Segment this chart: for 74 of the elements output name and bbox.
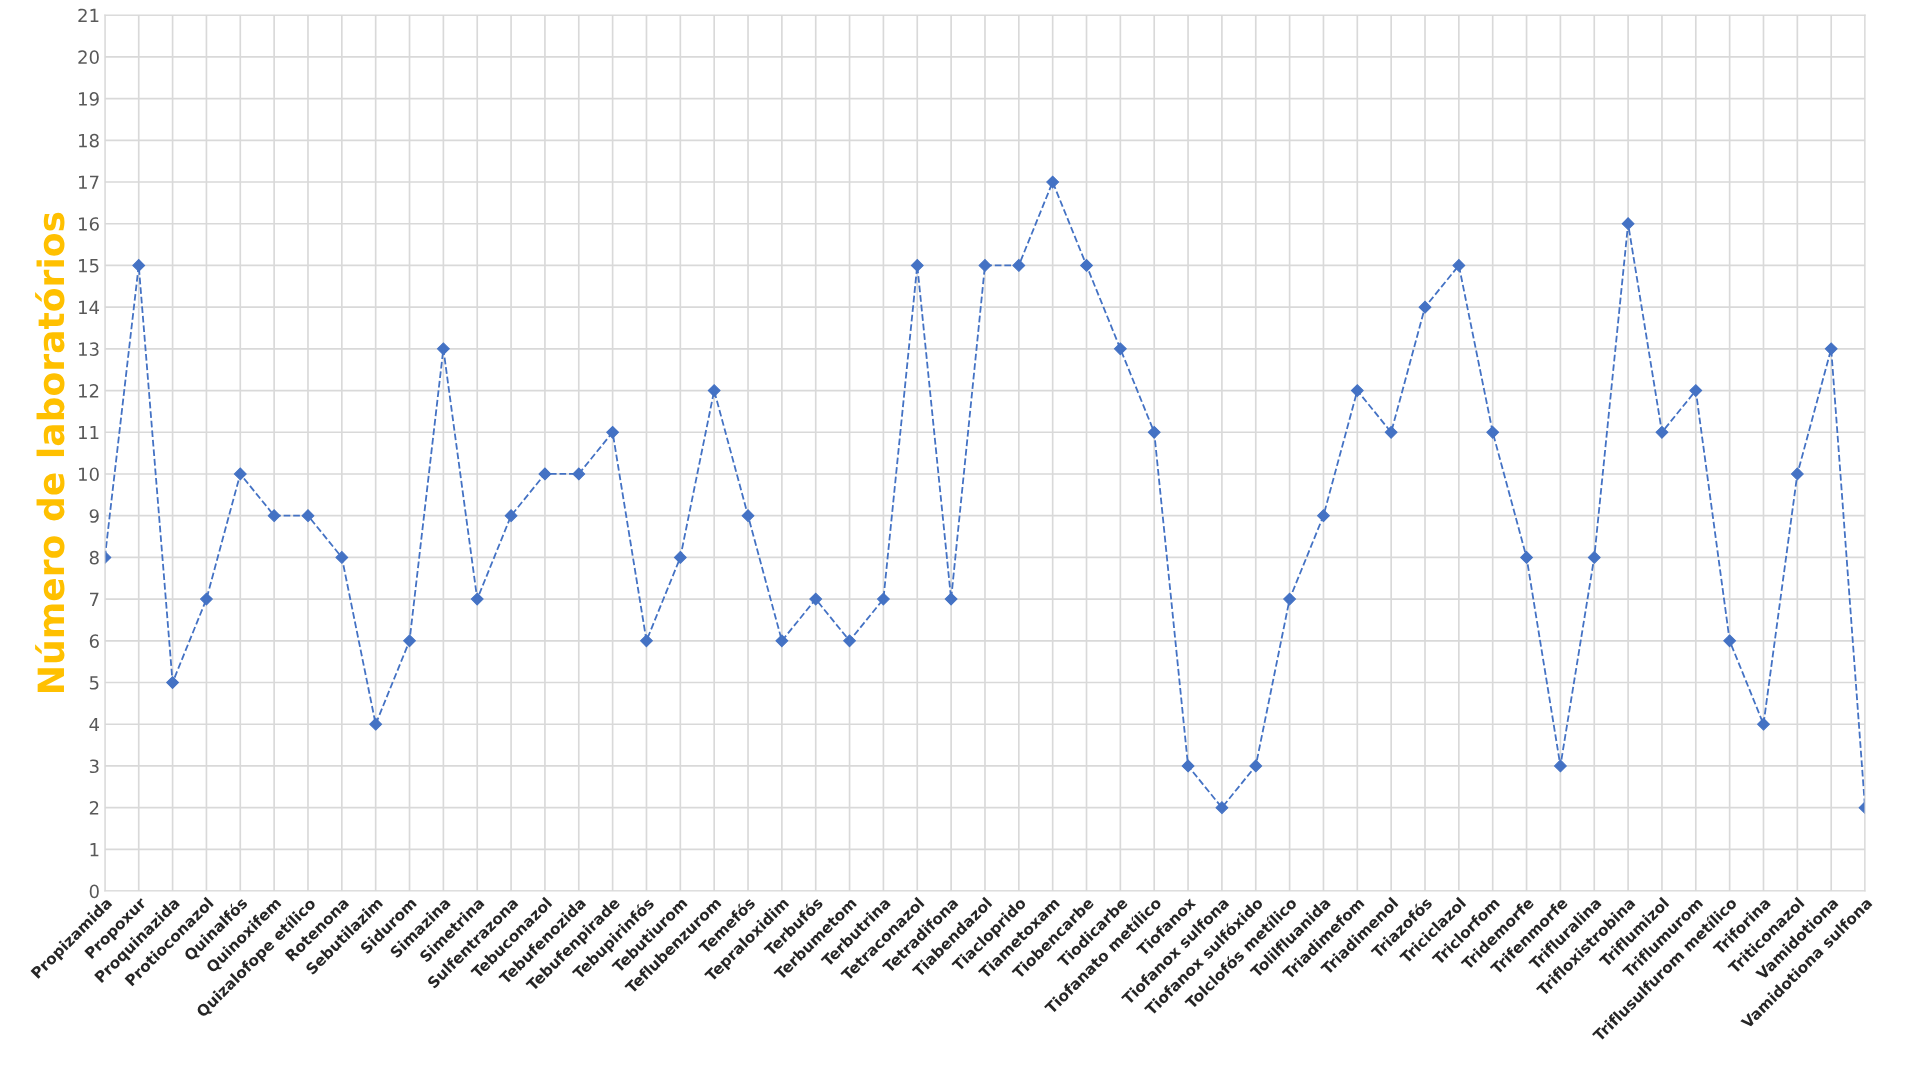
y-tick-label: 8 (89, 550, 99, 565)
point (673, 550, 687, 564)
point (877, 592, 890, 606)
point (369, 717, 383, 731)
point (707, 384, 721, 397)
y-tick-label: 10 (79, 467, 99, 482)
point (1147, 425, 1161, 439)
point (640, 634, 653, 648)
y-tick-label: 3 (89, 759, 99, 774)
point (1350, 384, 1364, 397)
point (470, 592, 484, 606)
point (775, 634, 789, 648)
point (1012, 259, 1026, 272)
y-tick-label: 9 (89, 509, 99, 523)
y-tick-label: 15 (79, 259, 99, 273)
y-tick-label: 4 (89, 717, 100, 732)
point (1723, 634, 1737, 648)
y-tick-label: 5 (89, 676, 99, 690)
point (1215, 801, 1229, 815)
point (403, 634, 416, 648)
y-tick-label: 2 (89, 801, 99, 815)
y-tick-label: 13 (79, 342, 99, 356)
point (1486, 425, 1500, 439)
point (1249, 759, 1263, 773)
point (1587, 550, 1601, 564)
point (1790, 467, 1804, 481)
point (132, 259, 146, 272)
point (1046, 175, 1060, 189)
y-tick-label: 18 (79, 133, 99, 148)
y-tick-label: 14 (79, 300, 100, 314)
point (1621, 217, 1635, 231)
y-tick-label: 11 (79, 425, 99, 440)
y-tick-label: 12 (79, 384, 99, 398)
point (1689, 384, 1703, 397)
y-tick-label: 17 (79, 175, 99, 189)
y-tick-label: 1 (90, 843, 99, 857)
point (944, 592, 958, 606)
point (1317, 509, 1330, 523)
point (978, 259, 992, 272)
point (301, 509, 315, 523)
y-tick-label: 6 (89, 634, 99, 648)
point (1384, 425, 1398, 439)
point (1520, 550, 1533, 564)
point (504, 509, 518, 523)
point (166, 676, 179, 689)
point (1113, 342, 1127, 356)
point (1553, 759, 1567, 773)
y-tick-label: 16 (79, 217, 99, 231)
point (606, 425, 620, 439)
y-tick-label: 19 (79, 92, 99, 106)
point (538, 467, 552, 481)
point (1181, 759, 1195, 773)
point (1418, 300, 1432, 314)
point (335, 550, 349, 564)
point (843, 634, 856, 648)
point (741, 509, 755, 523)
point (1655, 425, 1669, 439)
point (436, 342, 450, 356)
point (1757, 717, 1770, 731)
point (1824, 342, 1838, 356)
point (1452, 259, 1466, 272)
y-tick-label: 0 (89, 884, 99, 899)
point (1283, 592, 1297, 606)
point (809, 592, 823, 606)
point (200, 592, 213, 606)
point (233, 467, 247, 481)
y-tick-label: 20 (78, 50, 99, 64)
point (267, 509, 281, 523)
point (910, 259, 924, 272)
y-tick-label: 21 (78, 8, 99, 23)
y-tick-label: 7 (90, 592, 99, 606)
point (572, 467, 586, 481)
point (1080, 259, 1093, 272)
y-axis-title: Número de laboratórios (35, 212, 65, 692)
